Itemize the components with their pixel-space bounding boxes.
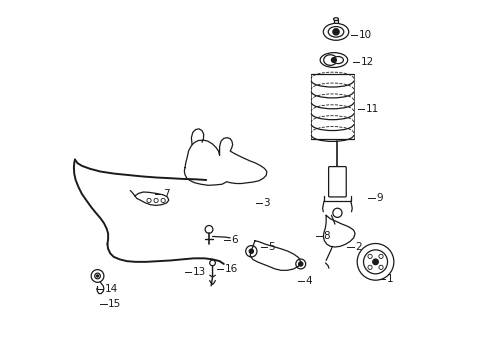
Text: 7: 7 (163, 189, 170, 199)
Text: 1: 1 (387, 274, 393, 284)
Ellipse shape (323, 23, 349, 40)
Text: 5: 5 (269, 242, 275, 252)
Circle shape (249, 249, 253, 253)
Text: 15: 15 (108, 299, 122, 309)
Text: 16: 16 (224, 264, 238, 274)
Circle shape (97, 275, 98, 277)
Text: 2: 2 (355, 242, 362, 252)
Text: 13: 13 (193, 267, 206, 277)
Text: 4: 4 (306, 275, 312, 285)
Text: 9: 9 (376, 193, 383, 203)
Circle shape (298, 262, 303, 266)
Text: 11: 11 (366, 104, 379, 114)
Text: 10: 10 (359, 30, 372, 40)
Text: 14: 14 (104, 284, 118, 294)
Ellipse shape (334, 18, 339, 21)
Circle shape (333, 29, 339, 35)
Text: 8: 8 (323, 231, 330, 242)
FancyBboxPatch shape (329, 167, 346, 197)
Ellipse shape (328, 27, 344, 37)
Ellipse shape (333, 57, 343, 64)
Text: 12: 12 (360, 57, 373, 67)
Text: 6: 6 (232, 235, 238, 245)
Circle shape (331, 58, 336, 63)
Text: 3: 3 (263, 198, 270, 208)
Ellipse shape (320, 53, 348, 67)
Circle shape (373, 259, 378, 265)
Ellipse shape (324, 55, 337, 65)
